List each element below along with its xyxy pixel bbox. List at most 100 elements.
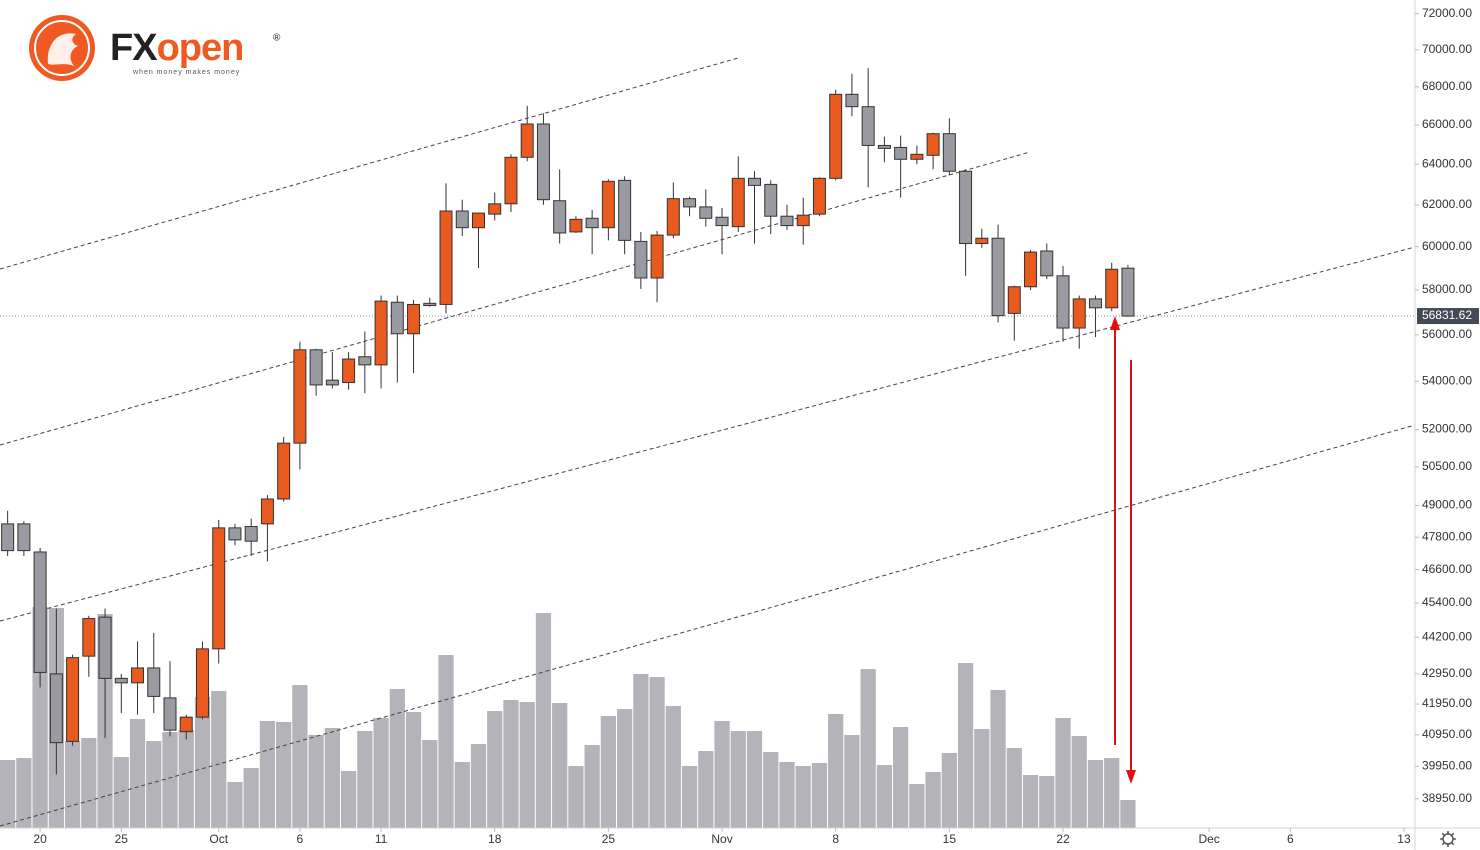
candle-body xyxy=(861,106,875,146)
candle-body xyxy=(764,183,778,217)
volume-bar xyxy=(211,691,227,828)
candle-body xyxy=(374,300,388,366)
arrow-head xyxy=(1110,316,1120,330)
volume-bar xyxy=(373,718,389,828)
candle-body xyxy=(66,657,80,742)
volume-bar xyxy=(698,751,714,828)
x-tick-label: 13 xyxy=(1397,832,1411,846)
volume-bar xyxy=(746,731,763,828)
candle-body xyxy=(845,93,859,108)
volume-bar xyxy=(909,784,925,828)
candle-body xyxy=(991,237,1005,317)
volume-bar xyxy=(552,703,568,828)
candle-body xyxy=(812,177,826,215)
candle-body xyxy=(715,216,729,227)
volume-bar xyxy=(16,758,32,828)
volume-bar xyxy=(340,771,357,828)
candle-body xyxy=(471,212,485,229)
volume-bar xyxy=(0,760,16,828)
y-tick-label: 68000.00 xyxy=(1422,79,1472,93)
volume-bar xyxy=(454,762,470,828)
x-tick-label: 6 xyxy=(1287,832,1294,846)
candle-body xyxy=(423,302,437,307)
volume-bar xyxy=(243,768,259,828)
candle-body xyxy=(894,146,908,160)
volume-bar xyxy=(324,728,340,828)
volume-bar xyxy=(503,700,519,828)
candle-body xyxy=(748,177,762,186)
candle-body xyxy=(975,237,989,245)
y-tick-label: 66000.00 xyxy=(1422,117,1472,131)
candle-body xyxy=(910,153,924,160)
volume-bar xyxy=(227,782,243,828)
candle-body xyxy=(780,215,794,227)
candle-body xyxy=(1121,267,1135,317)
volume-bar xyxy=(1039,776,1055,828)
candle-body xyxy=(147,667,161,697)
candle-body xyxy=(1040,250,1054,277)
x-tick-label: 8 xyxy=(832,832,839,846)
logo-emblem-ring xyxy=(34,20,90,76)
candle-body xyxy=(650,234,664,279)
volume-bar xyxy=(162,732,178,828)
candle-body xyxy=(601,180,615,229)
candle-body xyxy=(390,301,404,335)
volume-bar xyxy=(568,766,584,828)
x-tick-label: Dec xyxy=(1198,832,1219,846)
volume-bar xyxy=(1120,800,1136,828)
volume-bar xyxy=(665,706,681,828)
volume-bar xyxy=(129,719,146,828)
y-tick-label: 47800.00 xyxy=(1422,529,1472,543)
candle-body xyxy=(455,210,469,229)
volume-bar xyxy=(600,716,616,828)
y-tick-label: 52000.00 xyxy=(1422,422,1472,436)
candle-body xyxy=(1105,268,1119,309)
time-axis-bg xyxy=(0,828,1480,850)
x-tick-label: 15 xyxy=(943,832,957,846)
logo-emblem-figure xyxy=(47,33,78,66)
logo-tagline: when money makes money xyxy=(132,69,240,76)
volume-bar xyxy=(941,753,957,828)
candle-body xyxy=(49,673,63,744)
candle-body xyxy=(1007,286,1021,314)
candle-body xyxy=(293,349,307,444)
y-tick-label: 44200.00 xyxy=(1422,629,1472,643)
candle-body xyxy=(358,356,372,366)
y-tick-label: 49000.00 xyxy=(1422,498,1472,512)
x-tick-label: 20 xyxy=(33,832,47,846)
candle-body xyxy=(683,198,697,208)
volume-bar xyxy=(681,766,698,828)
volume-bar xyxy=(1022,775,1039,828)
volume-bar xyxy=(194,697,211,828)
volume-bar xyxy=(617,709,633,828)
logo: FXopen ® when money makes money xyxy=(29,15,281,81)
candle-body xyxy=(1024,251,1038,288)
trend-line xyxy=(0,246,1416,622)
volume-bar xyxy=(714,721,730,828)
y-tick-label: 62000.00 xyxy=(1422,197,1472,211)
y-tick-label: 42950.00 xyxy=(1422,666,1472,680)
candle-body xyxy=(634,240,648,279)
volume-bar xyxy=(584,745,600,828)
y-tick-label: 39950.00 xyxy=(1422,759,1472,773)
settings-icon[interactable] xyxy=(1440,831,1456,847)
volume-bar xyxy=(519,702,535,828)
y-tick-label: 56000.00 xyxy=(1422,327,1472,341)
logo-registered: ® xyxy=(273,33,281,44)
logo-brand-fx: FX xyxy=(110,27,158,69)
volume-bar xyxy=(1104,758,1120,828)
candle-body xyxy=(520,123,534,158)
candle-body xyxy=(504,156,518,205)
volume-bar xyxy=(633,674,649,828)
logo-brand-open: open xyxy=(157,27,244,69)
x-tick-label: 18 xyxy=(488,832,502,846)
x-tick-label: 6 xyxy=(297,832,304,846)
y-tick-label: 64000.00 xyxy=(1422,156,1472,170)
arrow-head xyxy=(1126,770,1136,784)
candle-body xyxy=(877,144,891,149)
y-tick-label: 41950.00 xyxy=(1422,696,1472,710)
volume-bar xyxy=(292,685,308,828)
candle-body xyxy=(228,527,242,541)
volume-bar xyxy=(470,744,487,828)
